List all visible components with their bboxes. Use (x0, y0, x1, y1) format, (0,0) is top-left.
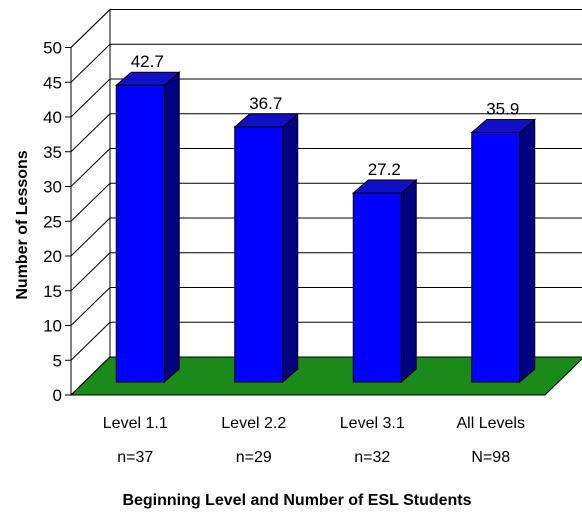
y-tick-label: 30 (43, 178, 62, 197)
y-tick-label: 20 (43, 247, 62, 266)
data-label: 35.9 (486, 99, 519, 118)
y-tick-label: 50 (43, 39, 62, 58)
y-tick-label: 15 (43, 282, 62, 301)
x-axis-title: Beginning Level and Number of ESL Studen… (122, 492, 471, 509)
gridline-side (70, 78, 111, 118)
x-category-count: N=98 (471, 449, 510, 466)
x-category-count: n=29 (236, 449, 272, 466)
y-tick-label: 5 (53, 351, 62, 370)
data-label: 36.7 (249, 94, 282, 113)
bar (115, 84, 165, 383)
bar (471, 131, 521, 383)
y-tick-label: 40 (43, 108, 62, 127)
x-axis: Level 1.1 n=37 Level 2.2 n=29 Level 3.1 n=32 A… (103, 415, 525, 466)
gridline-side (70, 9, 111, 48)
gridline-side (70, 252, 111, 292)
x-category-label: Level 1.1 (103, 415, 168, 432)
bar-side (400, 178, 417, 384)
y-tick-label: 25 (43, 212, 62, 231)
x-category-count: n=37 (117, 449, 153, 466)
gridline-side (70, 113, 111, 153)
gridline-side (70, 148, 111, 187)
y-tick-label: 10 (43, 317, 62, 336)
y-tick-label: 35 (43, 143, 62, 162)
data-labels: 42.7 36.7 27.2 35.9 (131, 52, 520, 179)
gridline-side (70, 217, 111, 257)
bar-side (163, 71, 180, 384)
gridline-side (70, 43, 111, 83)
y-tick-label: 0 (53, 386, 62, 405)
chart-floor (69, 356, 582, 396)
data-label: 27.2 (368, 160, 401, 179)
gridline-side (70, 182, 111, 222)
x-category-count: n=32 (354, 449, 390, 466)
y-axis-title: Number of Lessons (14, 150, 31, 299)
bars (114, 71, 537, 384)
floor-plane (69, 356, 582, 396)
x-category-label: Level 2.2 (221, 415, 286, 432)
y-tick-label: 45 (43, 73, 62, 92)
bar-side (519, 118, 536, 384)
bar-side (282, 112, 299, 384)
gridline-side (70, 321, 111, 361)
data-label: 42.7 (131, 52, 164, 71)
y-axis: 0 5 10 15 20 25 30 35 40 45 50 (43, 39, 72, 405)
x-category-label: All Levels (457, 415, 525, 432)
gridline-side (70, 287, 111, 326)
bar (234, 126, 284, 383)
bar (352, 192, 402, 383)
x-category-label: Level 3.1 (340, 415, 405, 432)
